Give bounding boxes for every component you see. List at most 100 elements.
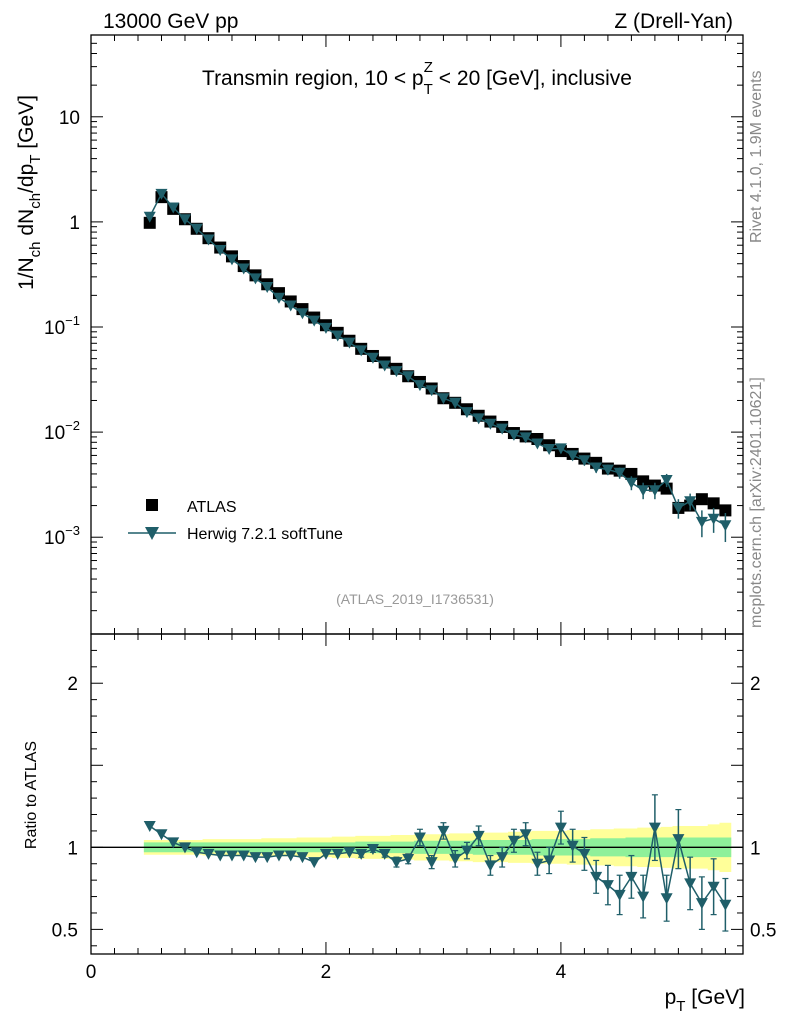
ratio-point xyxy=(155,829,168,841)
herwig-point xyxy=(167,202,180,214)
ratio-point xyxy=(449,853,462,865)
herwig-point xyxy=(155,188,168,200)
ylabel-p2: dN xyxy=(15,209,38,242)
title-pre: Transmin region, 10 < p xyxy=(202,67,424,90)
ratio-plot-markers xyxy=(143,794,732,932)
herwig-point xyxy=(202,234,215,246)
ratio-point xyxy=(378,848,391,860)
y-tick-label: 1 xyxy=(69,213,80,234)
rivet-label: Rivet 4.1.0, 1.9M events xyxy=(748,70,765,243)
ratio-y-tick-label-right: 2 xyxy=(750,674,761,695)
herwig-point xyxy=(601,464,614,476)
ratio-point xyxy=(543,855,556,867)
ratio-point xyxy=(425,857,438,869)
ratio-point xyxy=(672,834,685,846)
ratio-point xyxy=(143,821,156,832)
ratio-point xyxy=(613,889,626,901)
herwig-point xyxy=(484,418,497,430)
ratio-point xyxy=(707,881,720,893)
herwig-point xyxy=(249,273,262,285)
herwig-point xyxy=(237,263,250,275)
herwig-point xyxy=(308,315,321,327)
source-label: mcplots.cern.ch [arXiv:2401.10621] xyxy=(748,377,765,628)
ylabel-p0: 1/N xyxy=(15,257,38,290)
ratio-point xyxy=(178,842,191,854)
herwig-point xyxy=(590,462,603,474)
ratio-point xyxy=(214,850,227,862)
main-plot-frame xyxy=(90,34,744,635)
ratio-point xyxy=(261,852,274,864)
ylabel-p6: [GeV] xyxy=(15,95,38,155)
herwig-point xyxy=(684,496,697,508)
y-tick-label: 10 xyxy=(59,108,80,129)
herwig-point xyxy=(190,223,203,235)
process-label: Z (Drell-Yan) xyxy=(614,10,733,33)
herwig-point xyxy=(272,292,285,304)
ratio-point xyxy=(202,848,215,860)
ratio-y-axis-label: Ratio to ATLAS xyxy=(23,741,40,849)
ylabel-p1: ch xyxy=(27,241,44,257)
ratio-point xyxy=(472,830,485,842)
herwig-point xyxy=(378,360,391,372)
ratio-point xyxy=(225,850,238,862)
legend-atlas-label: ATLAS xyxy=(187,499,237,516)
ratio-point xyxy=(507,835,520,847)
axes-ticks xyxy=(90,34,743,954)
title-sub: T xyxy=(424,81,433,98)
ratio-point xyxy=(237,850,250,862)
herwig-point xyxy=(613,467,626,479)
y-tick-label: 10−1 xyxy=(44,313,80,339)
x-axis-label: pT [GeV] xyxy=(665,986,745,1015)
ylabel-p5: T xyxy=(27,155,44,164)
legend-herwig-label: Herwig 7.2.1 softTune xyxy=(187,526,343,543)
y-axis-label: 1/Nch dNch/dpT [GeV] xyxy=(15,95,44,290)
ratio-point xyxy=(660,893,673,905)
ratio-point xyxy=(296,852,309,864)
ratio-point xyxy=(496,852,509,864)
herwig-point xyxy=(296,308,309,320)
ratio-point xyxy=(272,850,285,862)
herwig-point xyxy=(178,214,191,226)
herwig-point xyxy=(319,322,332,334)
y-tick-label: 10−3 xyxy=(44,523,80,549)
herwig-point xyxy=(343,337,356,349)
atlas-point xyxy=(707,497,720,510)
ratio-point xyxy=(343,847,356,859)
plot-title: Transmin region, 10 < pTZ < 20 [GeV], in… xyxy=(202,59,632,98)
herwig-point xyxy=(225,254,238,266)
ratio-point xyxy=(484,860,497,872)
ratio-point xyxy=(167,837,180,849)
herwig-point xyxy=(437,393,450,405)
herwig-point xyxy=(519,432,532,444)
herwig-point xyxy=(625,477,638,489)
main-plot-markers xyxy=(143,188,732,543)
ratio-point xyxy=(601,880,614,892)
x-tick-label: 4 xyxy=(556,962,567,983)
ratio-y-tick-label-right: 0.5 xyxy=(750,920,776,941)
tick-labels: 0 2 4 10 1 10−1 10−2 10−3 2 2 1 1 0.5 0.5 xyxy=(44,108,776,983)
ratio-point xyxy=(355,848,368,860)
herwig-point xyxy=(578,455,591,467)
ratio-point xyxy=(719,899,732,911)
x-tick-label: 2 xyxy=(321,962,332,983)
ratio-point xyxy=(625,871,638,883)
ratio-y-tick-label-right: 1 xyxy=(750,838,761,859)
herwig-point xyxy=(366,352,379,364)
herwig-point xyxy=(472,413,485,425)
atlas-point xyxy=(719,504,732,517)
herwig-point xyxy=(425,385,438,397)
ylabel-p3: ch xyxy=(27,193,44,209)
y-tick-label: 10−2 xyxy=(44,418,80,444)
herwig-point xyxy=(449,397,462,409)
herwig-point xyxy=(507,429,520,441)
ratio-point xyxy=(590,871,603,883)
ratio-point xyxy=(190,847,203,859)
ratio-point xyxy=(578,848,591,860)
herwig-point xyxy=(496,423,509,435)
ylabel-p4: /dp xyxy=(15,164,38,193)
ratio-point xyxy=(566,840,579,852)
ratio-y-tick-label-left: 0.5 xyxy=(52,920,78,941)
ratio-point xyxy=(366,843,379,855)
ratio-point xyxy=(319,848,332,860)
